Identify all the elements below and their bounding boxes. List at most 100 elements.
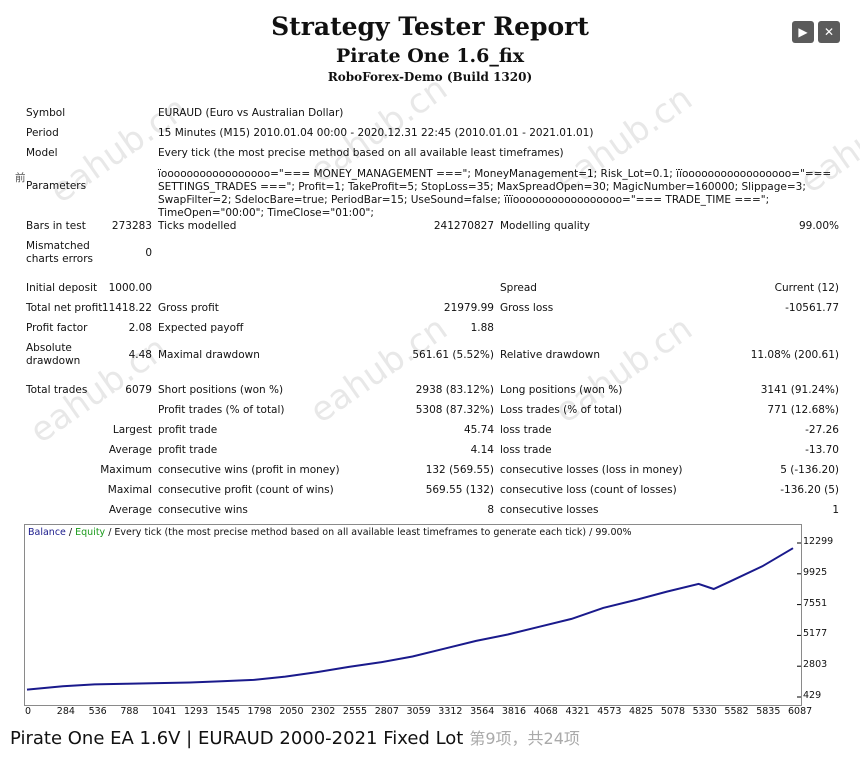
absolute-drawdown-label-2: drawdown	[26, 355, 81, 367]
average-profit-value: 4.14	[470, 444, 494, 456]
close-icon: ✕	[823, 25, 835, 39]
deposit-label: Initial deposit	[26, 282, 98, 294]
side-glyph: 前	[15, 172, 26, 184]
largest-loss-value: -27.26	[805, 424, 839, 436]
total-trades-value: 6079	[125, 384, 152, 396]
x-tick-label: 5582	[724, 706, 749, 717]
average-loss-value: -13.70	[805, 444, 839, 456]
x-tick-label: 3816	[501, 706, 527, 717]
close-button[interactable]: ✕	[818, 21, 840, 43]
x-tick-label: 4573	[597, 706, 622, 717]
ticks-label: Ticks modelled	[158, 220, 237, 232]
legend-balance: Balance	[28, 527, 66, 538]
period-value: 15 Minutes (M15) 2010.01.04 00:00 - 2020…	[158, 127, 594, 139]
bars-value: 273283	[111, 220, 152, 232]
x-tick-label: 788	[120, 706, 139, 717]
quality-value: 99.00%	[798, 220, 839, 232]
quality-label: Modelling quality	[500, 220, 590, 232]
net-profit-label: Total net profit	[26, 302, 103, 314]
gross-profit-value: 21979.99	[443, 302, 494, 314]
absolute-drawdown-label: Absolute	[26, 342, 72, 354]
largest-loss-label: loss trade	[500, 424, 552, 436]
x-tick-label: 2302	[311, 706, 336, 717]
ticks-value: 241270827	[433, 220, 494, 232]
y-tick-label: 429	[803, 690, 822, 701]
profit-trades-label: Profit trades (% of total)	[158, 404, 285, 416]
report-title: Strategy Tester Report	[271, 12, 589, 41]
x-tick-label: 2555	[342, 706, 368, 717]
x-tick-label: 1545	[215, 706, 240, 717]
relative-drawdown-value: 11.08% (200.61)	[750, 349, 839, 361]
largest-label: Largest	[112, 424, 152, 436]
largest-profit-label: profit trade	[158, 424, 218, 436]
chart-legend: Balance / Equity / Every tick (the most …	[28, 527, 632, 538]
average-loss-label: loss trade	[500, 444, 552, 456]
deposit-value: 1000.00	[108, 282, 152, 294]
y-tick-label: 5177	[803, 628, 828, 640]
largest-profit-value: 45.74	[463, 424, 494, 436]
maximal-label: Maximal	[107, 484, 152, 496]
caption-page: 第9项，共24项	[469, 729, 580, 748]
maximal-drawdown-label: Maximal drawdown	[158, 349, 260, 361]
y-tick-label: 12299	[803, 536, 834, 547]
x-tick-label: 284	[56, 706, 75, 717]
x-tick-label: 5078	[660, 706, 686, 717]
x-tick-label: 1293	[183, 706, 209, 717]
x-tick-label: 0	[25, 706, 32, 717]
max-consecutive-wins-value: 132 (569.55)	[425, 464, 494, 476]
legend-separator: /	[65, 527, 76, 538]
balance-chart	[24, 524, 802, 706]
ea-name: Pirate One 1.6_fix	[335, 45, 525, 67]
maximal-consecutive-loss-value: -136.20 (5)	[780, 484, 839, 496]
maximum-label: Maximum	[100, 464, 152, 476]
spread-value: Current (12)	[774, 282, 839, 294]
relative-drawdown-label: Relative drawdown	[500, 349, 601, 361]
profit-factor-value: 2.08	[128, 322, 152, 334]
x-tick-label: 5330	[692, 706, 717, 717]
x-tick-label: 2807	[374, 706, 399, 717]
short-positions-label: Short positions (won %)	[158, 384, 284, 396]
avg-consecutive-losses-label: consecutive losses	[500, 504, 599, 516]
maximal-consecutive-loss-label: consecutive loss (count of losses)	[500, 484, 677, 496]
spread-label: Spread	[500, 282, 537, 294]
average-profit-label: profit trade	[158, 444, 218, 456]
expected-payoff-label: Expected payoff	[158, 322, 244, 334]
model-label: Model	[26, 147, 58, 159]
x-tick-label: 4068	[533, 706, 558, 717]
net-profit-value: 11418.22	[101, 302, 152, 314]
average-consecutive-label: Average	[108, 504, 152, 516]
play-button[interactable]: ▶	[792, 21, 814, 43]
long-positions-value: 3141 (91.24%)	[760, 384, 839, 396]
max-consecutive-wins-label: consecutive wins (profit in money)	[158, 464, 340, 476]
profit-factor-label: Profit factor	[26, 322, 88, 334]
bars-label: Bars in test	[26, 220, 86, 232]
mismatch-label: Mismatched	[26, 240, 90, 252]
avg-consecutive-wins-value: 8	[487, 504, 494, 516]
caption: Pirate One EA 1.6V | EURAUD 2000-2021 Fi…	[10, 725, 580, 749]
y-tick-label: 9925	[803, 566, 828, 578]
short-positions-value: 2938 (83.12%)	[415, 384, 494, 396]
caption-title: Pirate One EA 1.6V | EURAUD 2000-2021 Fi…	[10, 728, 464, 749]
x-tick-label: 5835	[756, 706, 781, 717]
gross-loss-value: -10561.77	[785, 302, 839, 314]
avg-consecutive-wins-label: consecutive wins	[158, 504, 248, 516]
period-label: Period	[26, 127, 59, 139]
maximal-drawdown-value: 561.61 (5.52%)	[412, 349, 494, 361]
max-consecutive-losses-label: consecutive losses (loss in money)	[500, 464, 683, 476]
x-tick-label: 4825	[629, 706, 654, 717]
balance-chart-svg	[26, 542, 801, 698]
y-tick-label: 7551	[803, 597, 828, 609]
x-tick-label: 1041	[152, 706, 177, 717]
symbol-label: Symbol	[26, 107, 66, 119]
maximal-consecutive-profit-label: consecutive profit (count of wins)	[158, 484, 334, 496]
absolute-drawdown-value: 4.48	[128, 349, 152, 361]
profit-trades-value: 5308 (87.32%)	[415, 404, 494, 416]
x-tick-label: 3312	[438, 706, 463, 717]
avg-consecutive-losses-value: 1	[832, 504, 839, 516]
y-tick-label: 2803	[803, 659, 828, 671]
loss-trades-label: Loss trades (% of total)	[500, 404, 623, 416]
x-tick-label: 3564	[470, 706, 495, 717]
broker-build: RoboForex-Demo (Build 1320)	[327, 70, 533, 84]
expected-payoff-value: 1.88	[470, 322, 494, 334]
mismatch-value: 0	[145, 247, 152, 259]
